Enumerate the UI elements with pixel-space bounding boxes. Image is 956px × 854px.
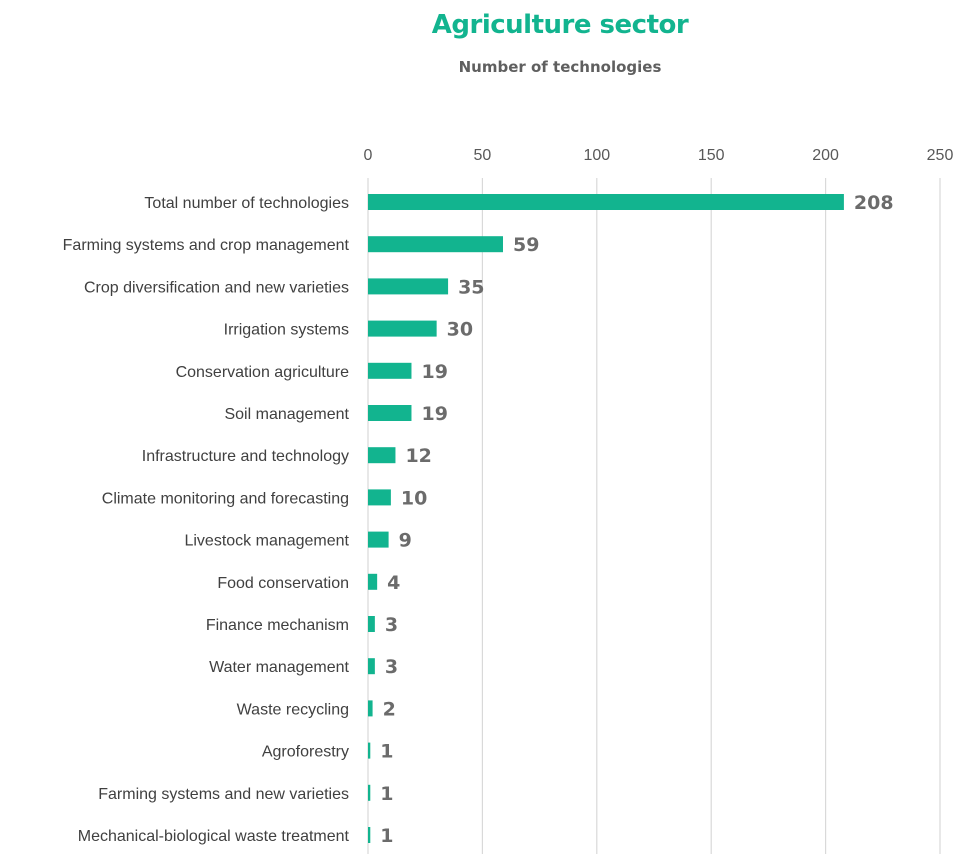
category-label: Livestock management: [184, 533, 349, 550]
data-label: 35: [458, 276, 484, 298]
category-label: Climate monitoring and forecasting: [102, 490, 349, 507]
x-tick-label: 200: [812, 147, 839, 164]
bar: [368, 700, 373, 717]
data-label: 1: [380, 825, 393, 847]
data-label: 1: [380, 783, 393, 805]
data-label: 2: [383, 698, 396, 720]
category-label: Farming systems and new varieties: [98, 786, 349, 803]
bar: [368, 236, 503, 253]
data-label: 9: [399, 530, 412, 552]
category-label: Food conservation: [217, 575, 349, 592]
data-label: 19: [421, 361, 447, 383]
x-tick-label: 50: [474, 147, 492, 164]
bar: [368, 362, 412, 379]
x-tick-label: 100: [583, 147, 610, 164]
category-label: Agroforestry: [262, 744, 349, 761]
gridlines: [367, 178, 941, 854]
category-label: Infrastructure and technology: [142, 448, 349, 465]
bars: [368, 194, 844, 843]
bar: [368, 742, 371, 759]
bar: [368, 531, 389, 548]
chart-subtitle: Number of technologies: [458, 58, 662, 76]
bar: [368, 320, 437, 337]
category-label: Finance mechanism: [206, 617, 349, 634]
bar: [368, 278, 449, 295]
category-label: Waste recycling: [237, 701, 349, 718]
bar: [368, 489, 391, 506]
category-label: Total number of technologies: [144, 195, 349, 212]
category-label: Mechanical-biological waste treatment: [78, 828, 350, 845]
category-label: Soil management: [224, 406, 349, 423]
data-label: 59: [513, 234, 539, 256]
data-label: 208: [854, 192, 894, 214]
bar: [368, 405, 412, 421]
category-label: Farming systems and crop management: [63, 237, 350, 254]
chart-title: Agriculture sector: [431, 10, 689, 40]
category-label: Conservation agriculture: [176, 364, 350, 381]
data-label: 19: [421, 403, 447, 425]
category-labels: Total number of technologies Farming syst…: [63, 195, 350, 845]
data-label: 10: [401, 487, 427, 509]
x-axis-ticks: 0 50 100 150 200 250: [364, 147, 954, 164]
bar: [368, 616, 375, 632]
x-tick-label: 250: [927, 147, 954, 164]
bar: [368, 658, 375, 675]
data-label: 12: [405, 445, 431, 467]
bar: [368, 447, 396, 464]
category-label: Irrigation systems: [224, 322, 349, 339]
data-label: 3: [385, 614, 398, 636]
x-tick-label: 150: [698, 147, 725, 164]
data-label: 1: [380, 741, 393, 763]
data-label: 3: [385, 656, 398, 678]
bar: [368, 827, 371, 843]
bar: [368, 194, 844, 210]
x-tick-label: 0: [364, 147, 373, 164]
bar: [368, 573, 378, 590]
bar: [368, 784, 371, 801]
category-label: Crop diversification and new varieties: [84, 279, 349, 296]
data-label: 4: [387, 572, 400, 594]
data-label: 30: [447, 319, 473, 341]
category-label: Water management: [209, 659, 349, 676]
